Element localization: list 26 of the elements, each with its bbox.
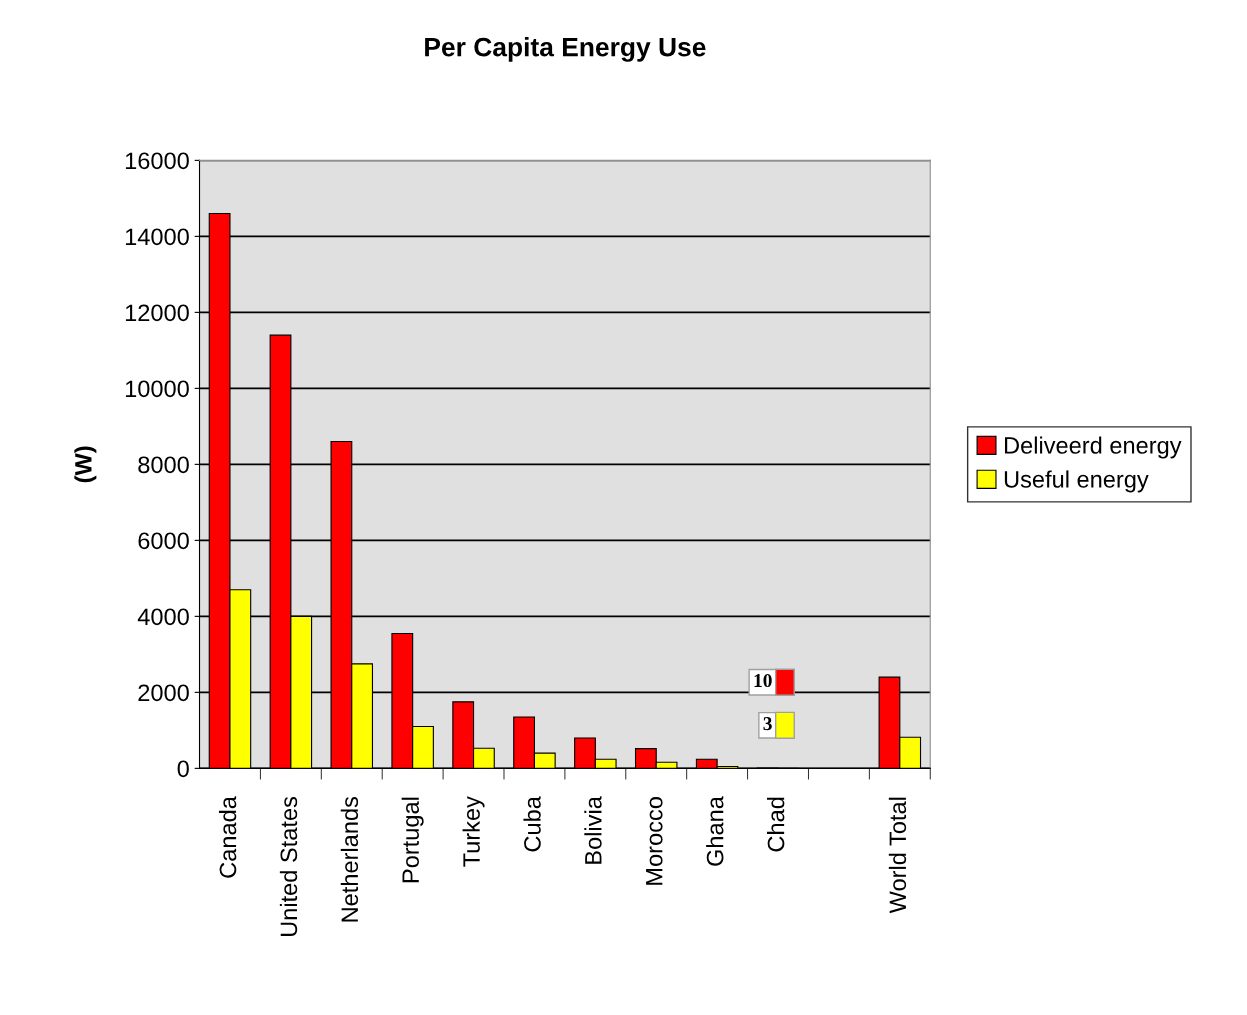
legend-label: Useful energy (1004, 470, 1149, 493)
chart-title: Per Capita Energy Use (425, 37, 706, 62)
y-tick-label: 12000 (125, 304, 189, 322)
y-axis-title: (W) (74, 446, 97, 483)
x-tick-label: Canada (218, 796, 237, 878)
x-tick-label: Portugal (401, 797, 424, 883)
x-tick-label: Bolivia (584, 796, 602, 864)
annotation: 10 (754, 673, 772, 688)
x-tick-label: Turkey (462, 796, 485, 867)
y-tick-label: 0 (177, 760, 189, 778)
y-tick-label: 8000 (138, 456, 189, 474)
x-tick-label: Netherlands (340, 796, 359, 922)
y-tick-label: 16000 (125, 152, 189, 170)
x-tick-label: Morocco (646, 797, 663, 885)
x-tick-label: World Total (888, 797, 907, 914)
x-tick-label: United States (279, 796, 298, 937)
y-tick-label: 10000 (125, 380, 189, 398)
x-tick-label: Cuba (523, 796, 541, 852)
x-tick-label: Ghana (706, 796, 724, 866)
y-tick-label: 14000 (125, 228, 189, 246)
y-tick-label: 2000 (138, 684, 189, 702)
x-tick-label: Chad (767, 797, 785, 852)
legend-label: Deliveerd energy (1005, 436, 1182, 459)
y-tick-label: 6000 (138, 532, 189, 550)
annotation: 3 (763, 717, 772, 731)
y-tick-label: 4000 (137, 608, 189, 626)
